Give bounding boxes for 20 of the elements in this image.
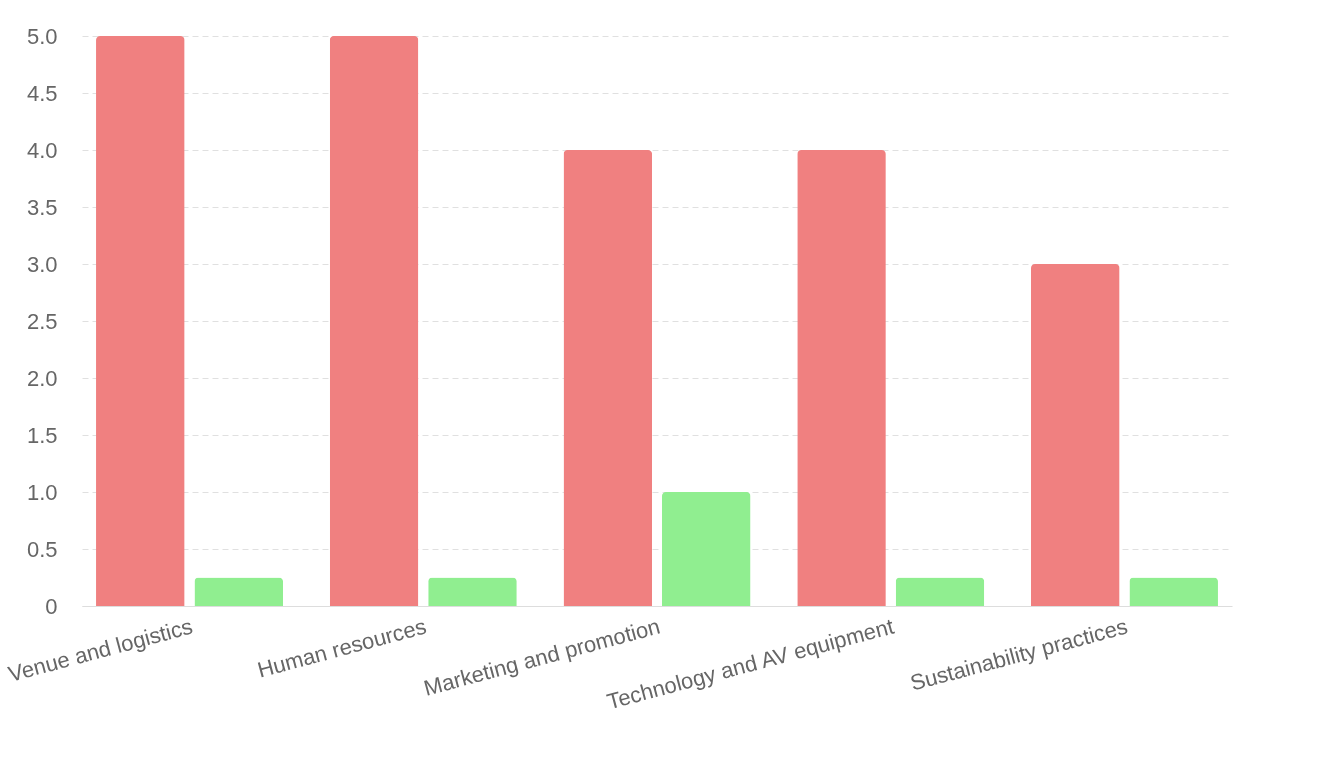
- bar: [661, 492, 751, 606]
- bar: [895, 577, 985, 606]
- y-tick-label: 2.5: [26, 308, 58, 334]
- y-tick-label: 4.5: [26, 80, 58, 106]
- y-tick-label: 2.0: [26, 365, 58, 391]
- bar: [428, 577, 517, 606]
- bar: [797, 150, 886, 606]
- bar: [329, 36, 419, 606]
- bar: [1030, 264, 1120, 606]
- y-tick-label: 5.0: [26, 23, 58, 49]
- bar: [96, 36, 185, 606]
- bar: [194, 577, 284, 606]
- y-tick-label: 0.5: [26, 536, 58, 562]
- y-tick-label: 1.5: [26, 422, 58, 448]
- y-tick-label: 4.0: [26, 137, 58, 163]
- y-tick-label: 1.0: [26, 479, 58, 505]
- y-tick-label: 3.0: [26, 251, 58, 277]
- bar: [1129, 577, 1218, 606]
- bar: [563, 150, 653, 606]
- y-tick-label: 3.5: [26, 194, 58, 220]
